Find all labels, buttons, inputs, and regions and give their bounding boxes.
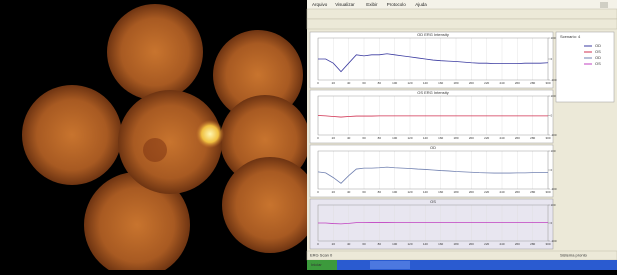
x-tick-label: 40 — [347, 190, 351, 194]
x-tick-label: 260 — [515, 81, 520, 85]
x-tick-label: 180 — [453, 136, 458, 140]
x-tick-label: 260 — [515, 242, 520, 246]
x-tick-label: 220 — [484, 136, 489, 140]
x-tick-label: 80 — [378, 190, 382, 194]
x-tick-label: 280 — [530, 190, 535, 194]
x-tick-label: 80 — [378, 81, 382, 85]
x-tick-label: 260 — [515, 190, 520, 194]
x-tick-label: 140 — [423, 242, 428, 246]
x-tick-label: 160 — [438, 242, 443, 246]
x-tick-label: 160 — [438, 136, 443, 140]
x-tick-label: 80 — [378, 242, 382, 246]
x-tick-label: 60 — [362, 190, 366, 194]
menu-item[interactable]: Arquivo — [312, 2, 328, 7]
x-tick-label: 100 — [392, 190, 397, 194]
x-tick-label: 140 — [423, 81, 428, 85]
x-tick-label: 240 — [499, 242, 504, 246]
x-tick-label: 220 — [484, 190, 489, 194]
chart-title: OD ERG Intensity — [417, 32, 449, 37]
page: {"window": {"menu": ["Arquivo", "Visuali… — [0, 0, 617, 270]
y-tick-label: 100 — [551, 94, 556, 98]
x-tick-label: 40 — [347, 242, 351, 246]
chart-title: OD — [430, 145, 436, 150]
x-tick-label: 40 — [347, 81, 351, 85]
menu-item[interactable]: Protocolo — [387, 2, 407, 7]
y-tick-label: 100 — [551, 149, 556, 153]
x-tick-label: 280 — [530, 242, 535, 246]
x-tick-label: 240 — [499, 81, 504, 85]
x-tick-label: 60 — [362, 242, 366, 246]
status-right: Sistema pronto — [560, 253, 588, 258]
x-tick-label: 280 — [530, 81, 535, 85]
scenario-label: Scenario: 4 — [560, 34, 581, 39]
x-tick-label: 160 — [438, 190, 443, 194]
x-tick-label: 120 — [407, 81, 412, 85]
legend-label: OS — [595, 49, 601, 54]
x-tick-label: 60 — [362, 81, 366, 85]
x-tick-label: 240 — [499, 136, 504, 140]
x-tick-label: 80 — [378, 136, 382, 140]
x-tick-label: 20 — [332, 81, 336, 85]
x-tick-label: 60 — [362, 136, 366, 140]
x-tick-label: 240 — [499, 190, 504, 194]
x-tick-label: 200 — [469, 81, 474, 85]
x-tick-label: 100 — [392, 242, 397, 246]
task-button[interactable] — [370, 261, 410, 269]
x-tick-label: 200 — [469, 242, 474, 246]
x-tick-label: 20 — [332, 242, 336, 246]
legend-label: OS — [595, 61, 601, 66]
x-tick-label: 280 — [530, 136, 535, 140]
chart-title: OS — [430, 199, 436, 204]
x-tick-label: 180 — [453, 242, 458, 246]
x-tick-label: 120 — [407, 136, 412, 140]
taskbar-start: Iniciar — [311, 262, 322, 267]
x-tick-label: 180 — [453, 190, 458, 194]
x-tick-label: 120 — [407, 190, 412, 194]
window-control[interactable] — [600, 2, 608, 8]
chart-title: OS ERG Intensity — [417, 90, 449, 95]
x-tick-label: 140 — [423, 190, 428, 194]
x-tick-label: 220 — [484, 81, 489, 85]
fundus-montage — [0, 0, 318, 270]
legend-label: OD — [595, 43, 601, 48]
y-tick-label: -100 — [551, 133, 557, 137]
x-tick-label: 100 — [392, 81, 397, 85]
menu-item[interactable]: Visualizar — [335, 2, 355, 7]
x-tick-label: 200 — [469, 190, 474, 194]
x-tick-label: 20 — [332, 190, 336, 194]
x-tick-label: 140 — [423, 136, 428, 140]
y-tick-label: -100 — [551, 239, 557, 243]
x-tick-label: 160 — [438, 81, 443, 85]
status-left: ERG Scan 0 — [310, 253, 333, 258]
y-tick-label: 100 — [551, 36, 556, 40]
y-tick-label: -100 — [551, 78, 557, 82]
x-tick-label: 20 — [332, 136, 336, 140]
y-tick-label: 100 — [551, 203, 556, 207]
screen: Arquivo Visualizar Exibir Protocolo Ajuda Sce… — [0, 0, 617, 270]
x-tick-label: 220 — [484, 242, 489, 246]
x-tick-label: 180 — [453, 81, 458, 85]
legend-label: OD — [595, 55, 601, 60]
x-tick-label: 40 — [347, 136, 351, 140]
x-tick-label: 260 — [515, 136, 520, 140]
x-tick-label: 100 — [392, 136, 397, 140]
x-tick-label: 120 — [407, 242, 412, 246]
x-tick-label: 200 — [469, 136, 474, 140]
menu-item[interactable]: Exibir — [366, 2, 378, 7]
y-tick-label: -100 — [551, 187, 557, 191]
menu-item[interactable]: Ajuda — [415, 2, 427, 7]
